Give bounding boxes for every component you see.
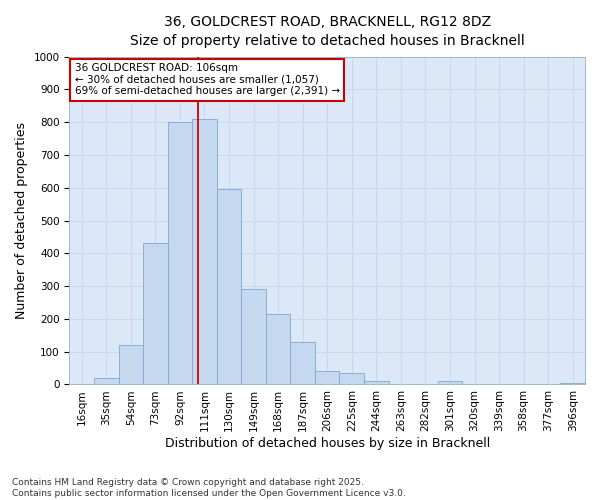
Bar: [241, 290, 266, 384]
Text: 36 GOLDCREST ROAD: 106sqm
← 30% of detached houses are smaller (1,057)
69% of se: 36 GOLDCREST ROAD: 106sqm ← 30% of detac…: [74, 63, 340, 96]
X-axis label: Distribution of detached houses by size in Bracknell: Distribution of detached houses by size …: [164, 437, 490, 450]
Title: 36, GOLDCREST ROAD, BRACKNELL, RG12 8DZ
Size of property relative to detached ho: 36, GOLDCREST ROAD, BRACKNELL, RG12 8DZ …: [130, 15, 524, 48]
Y-axis label: Number of detached properties: Number of detached properties: [15, 122, 28, 319]
Bar: [167, 122, 192, 384]
Bar: [94, 378, 119, 384]
Bar: [290, 342, 315, 384]
Bar: [560, 383, 585, 384]
Bar: [315, 372, 340, 384]
Text: Contains HM Land Registry data © Crown copyright and database right 2025.
Contai: Contains HM Land Registry data © Crown c…: [12, 478, 406, 498]
Bar: [340, 373, 364, 384]
Bar: [266, 314, 290, 384]
Bar: [119, 345, 143, 385]
Bar: [364, 381, 389, 384]
Bar: [192, 119, 217, 384]
Bar: [437, 381, 462, 384]
Bar: [217, 190, 241, 384]
Bar: [143, 244, 167, 384]
